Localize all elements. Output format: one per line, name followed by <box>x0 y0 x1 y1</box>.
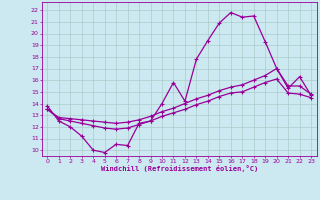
X-axis label: Windchill (Refroidissement éolien,°C): Windchill (Refroidissement éolien,°C) <box>100 165 258 172</box>
